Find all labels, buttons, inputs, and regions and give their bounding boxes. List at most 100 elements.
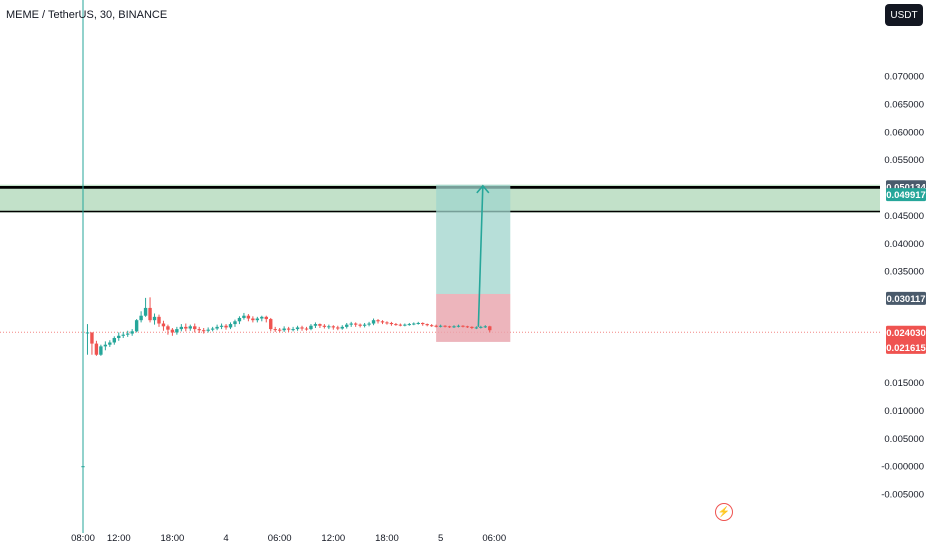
- candle: [90, 332, 94, 344]
- candle: [148, 307, 152, 321]
- label-upper-zone: 0.050134: [886, 182, 926, 193]
- candle: [130, 331, 134, 334]
- candle: [291, 329, 295, 331]
- candle: [470, 326, 474, 328]
- candle: [166, 326, 170, 330]
- candle: [434, 325, 438, 327]
- candle: [210, 328, 215, 330]
- y-tick-label: 0.060000: [884, 127, 924, 138]
- candle: [215, 326, 219, 329]
- candle: [126, 333, 130, 335]
- x-tick-label: 12:00: [107, 533, 131, 544]
- position-target-zone: [436, 184, 511, 294]
- candle: [237, 317, 242, 322]
- candle: [389, 322, 394, 325]
- candle: [193, 326, 197, 330]
- candle: [353, 323, 358, 325]
- candle: [371, 320, 376, 324]
- candle: [425, 324, 429, 326]
- candle: [108, 342, 112, 345]
- x-tick-label: 4: [223, 533, 228, 544]
- candle: [376, 320, 380, 322]
- candle: [219, 325, 224, 327]
- y-tick-label: 0.035000: [884, 267, 924, 278]
- candle: [488, 326, 492, 331]
- candle: [300, 327, 304, 329]
- candle: [282, 328, 286, 331]
- candle: [416, 322, 420, 324]
- label-stop-level-bg: [886, 340, 926, 354]
- candle: [438, 325, 443, 327]
- candle: [421, 322, 425, 325]
- x-tick-label: 12:00: [321, 533, 345, 544]
- candle: [447, 326, 452, 328]
- candle: [94, 343, 99, 355]
- candle: [269, 319, 273, 330]
- y-tick-label: -0.005000: [881, 490, 924, 501]
- candle: [260, 316, 264, 319]
- y-tick-label: 0.055000: [884, 155, 924, 166]
- candle: [224, 325, 228, 328]
- candle: [197, 329, 201, 331]
- candle: [336, 327, 340, 329]
- candle: [327, 326, 331, 328]
- candle: [201, 330, 206, 332]
- candle: [362, 324, 367, 326]
- candle: [340, 326, 344, 329]
- candle: [349, 323, 353, 325]
- lightning-icon[interactable]: ⚡: [715, 503, 733, 521]
- candle: [345, 324, 349, 327]
- candle: [358, 324, 362, 326]
- candle: [273, 329, 277, 331]
- candle: [139, 315, 143, 321]
- candle: [380, 321, 385, 323]
- candle: [184, 326, 188, 329]
- candle: [474, 327, 479, 329]
- candle: [81, 466, 85, 468]
- candle: [309, 325, 313, 330]
- candle: [170, 329, 175, 333]
- candle: [161, 323, 166, 327]
- candle: [465, 326, 470, 328]
- y-tick-label: 0.010000: [884, 406, 924, 417]
- candle: [483, 326, 487, 328]
- x-tick-label: 5: [438, 533, 443, 544]
- x-tick-label: 06:00: [268, 533, 292, 544]
- candle: [134, 320, 139, 332]
- candle: [277, 329, 282, 331]
- label-stop-level: 0.021615: [886, 343, 926, 354]
- y-tick-label: 0.045000: [884, 211, 924, 222]
- candle: [331, 326, 336, 328]
- candle: [412, 323, 416, 325]
- x-tick-label: 06:00: [482, 533, 506, 544]
- candle: [304, 328, 309, 330]
- candle: [394, 324, 398, 326]
- candle: [255, 318, 260, 321]
- candle: [112, 338, 116, 343]
- candle: [206, 329, 210, 331]
- x-tick-label: 18:00: [375, 533, 399, 544]
- candle: [398, 324, 403, 326]
- candle: [152, 316, 157, 321]
- candle: [246, 315, 251, 319]
- candle: [143, 307, 148, 316]
- position-stop-zone: [436, 293, 511, 342]
- x-tick-label: 08:00: [71, 533, 95, 544]
- label-current-price: 0.024030: [886, 328, 926, 339]
- candle: [461, 325, 465, 327]
- candle: [452, 326, 456, 328]
- target-arrow: [477, 185, 484, 327]
- candle: [228, 324, 233, 328]
- candle: [385, 322, 389, 324]
- candle: [456, 325, 461, 327]
- candle: [313, 324, 318, 326]
- currency-button[interactable]: USDT: [885, 4, 923, 26]
- candle: [479, 326, 483, 328]
- candle: [188, 326, 192, 329]
- y-tick-label: 0.065000: [884, 99, 924, 110]
- candle: [175, 329, 179, 333]
- candle: [367, 323, 371, 325]
- candle: [103, 344, 108, 347]
